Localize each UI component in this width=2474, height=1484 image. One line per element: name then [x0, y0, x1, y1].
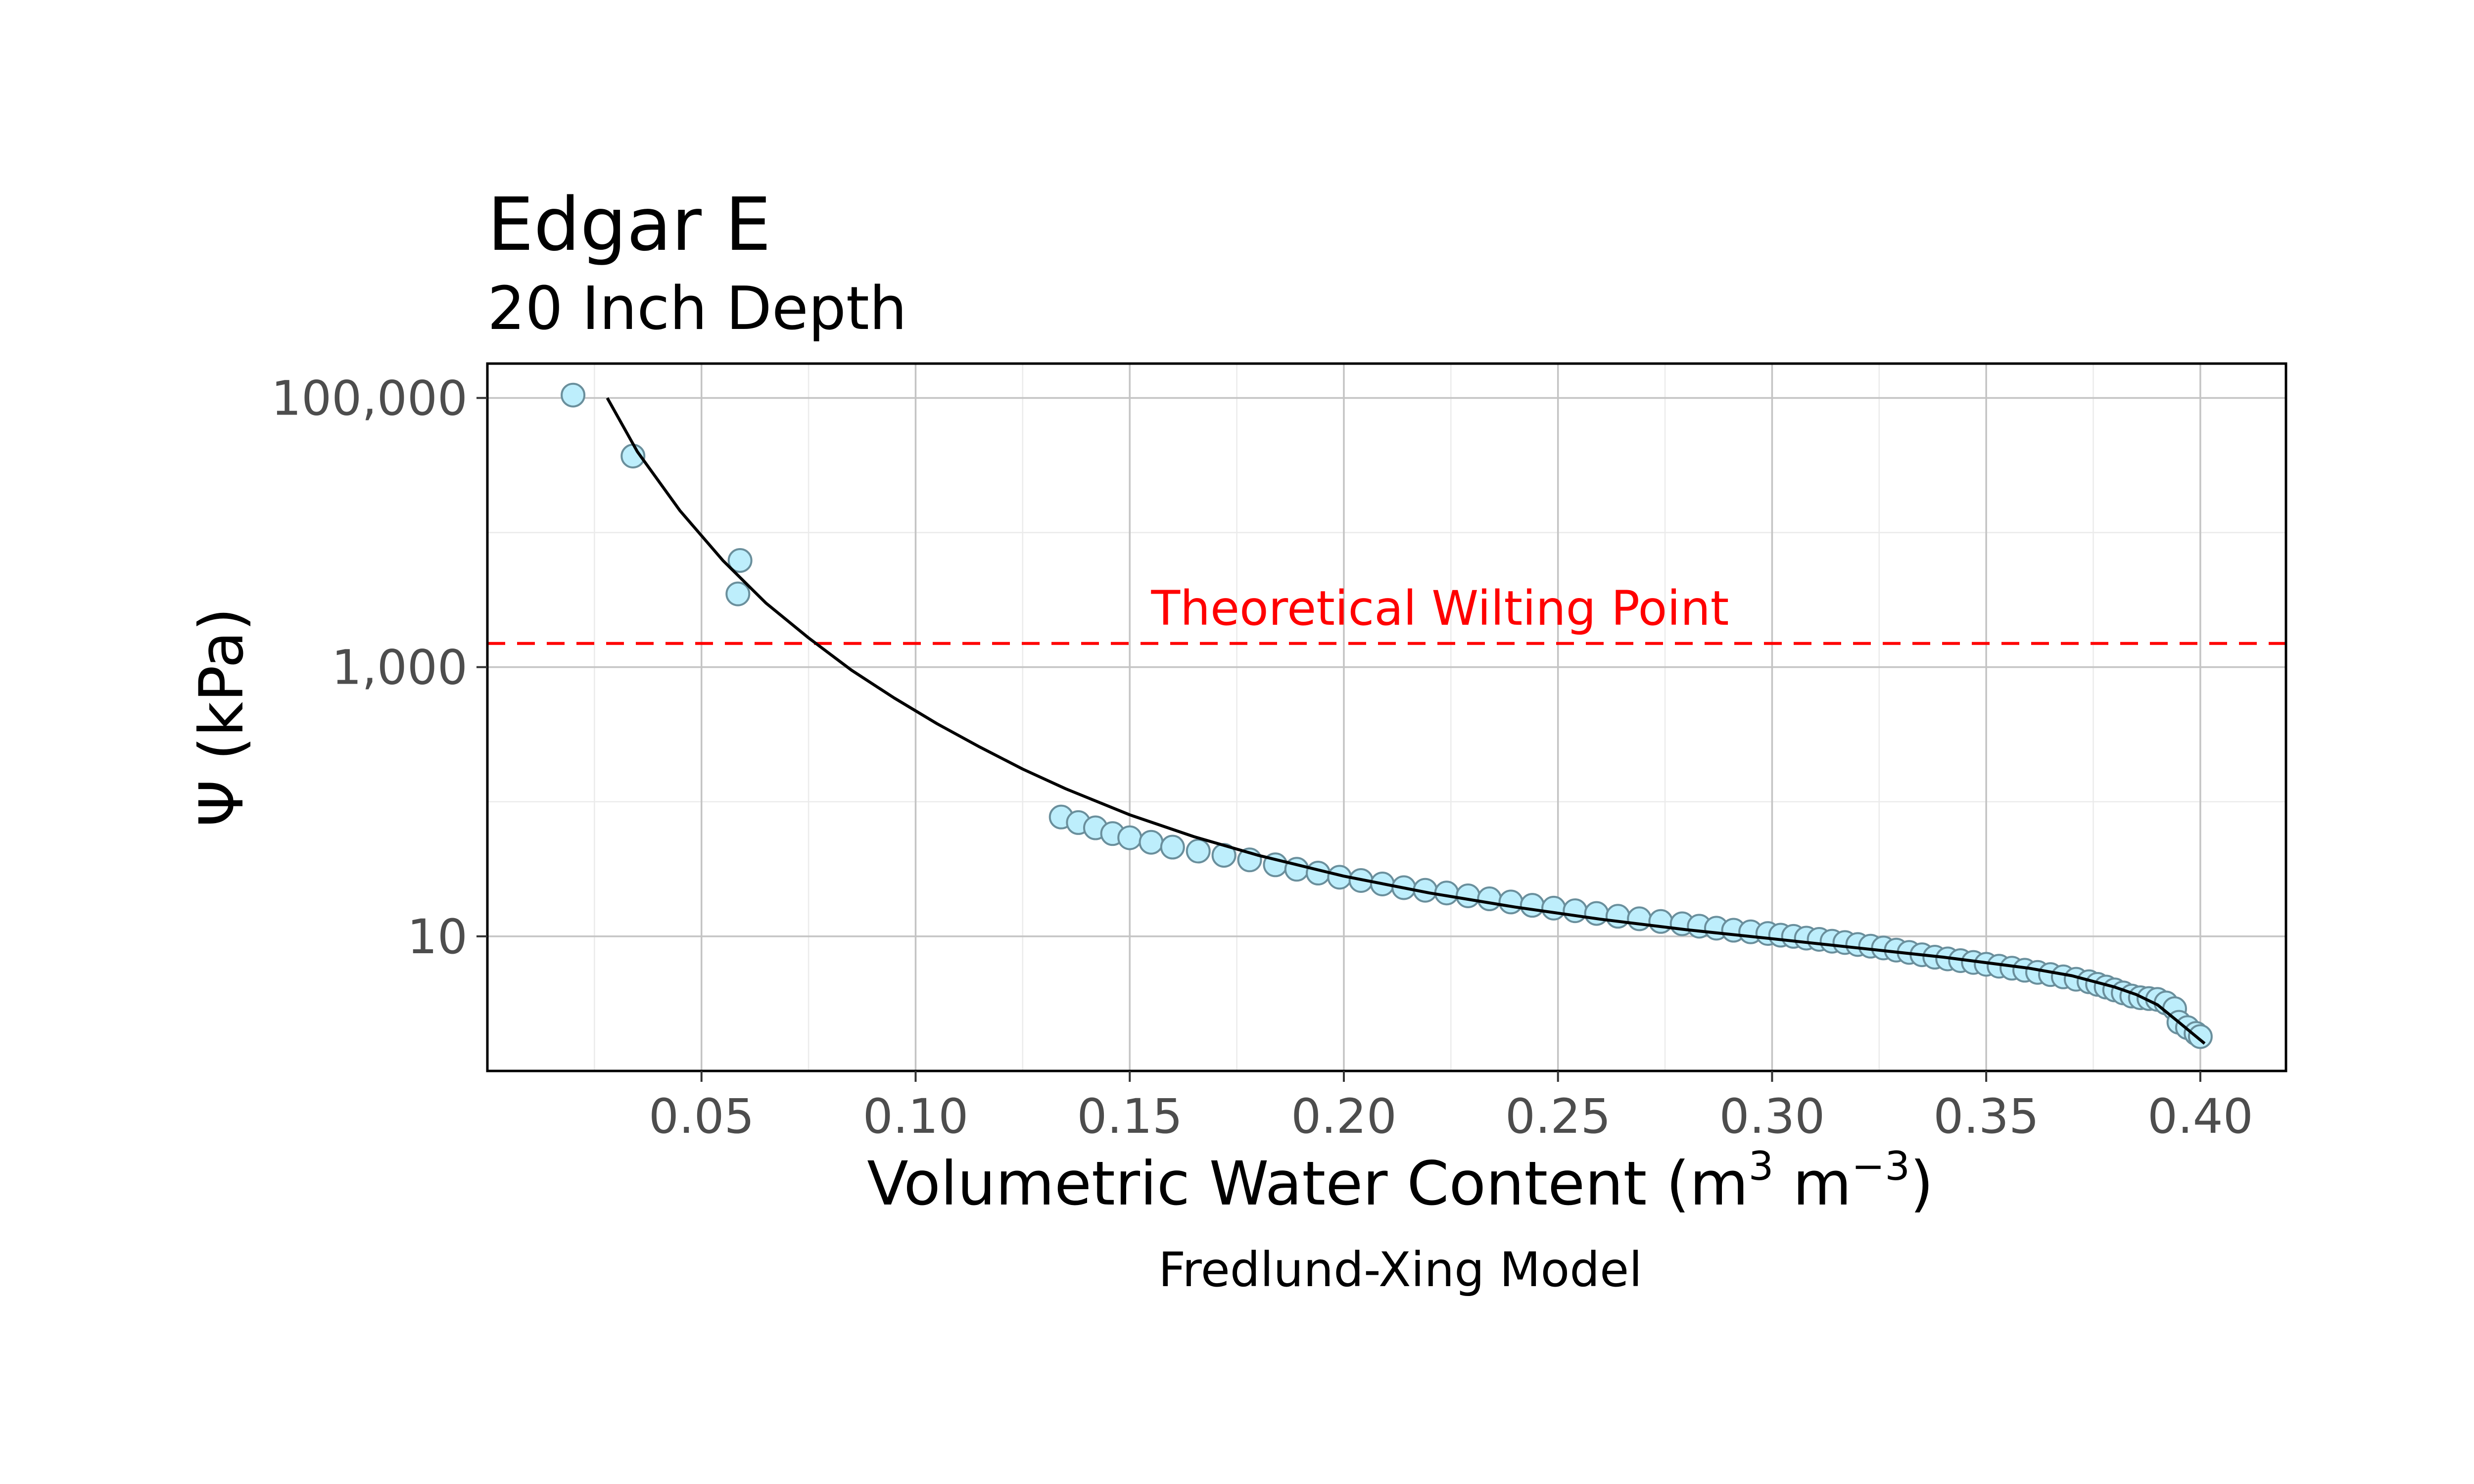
x-tick-label: 0.35	[1933, 1089, 2039, 1144]
data-point	[1498, 889, 1523, 915]
grid	[487, 364, 2286, 1071]
data-point	[1648, 909, 1673, 934]
data-point	[1584, 901, 1609, 926]
x-tick-label: 0.25	[1505, 1089, 1611, 1144]
y-tick-label: 1,000	[332, 640, 468, 696]
data-point	[1434, 881, 1459, 906]
data-point	[725, 581, 751, 606]
y-axis-title: Ψ (kPa)	[187, 607, 257, 827]
fit-curve	[606, 397, 2206, 1045]
fit-curve-layer	[606, 397, 2206, 1045]
x-tick-label: 0.05	[649, 1089, 755, 1144]
wilting-point-label: Theoretical Wilting Point	[1150, 581, 1729, 636]
data-point	[1541, 895, 1567, 921]
wilting-point-layer: Theoretical Wilting Point	[487, 581, 2286, 645]
data-point	[1186, 838, 1211, 864]
x-tick-label: 0.10	[863, 1089, 969, 1144]
data-point	[1563, 898, 1588, 924]
data-point	[1627, 906, 1652, 931]
data-point	[1520, 893, 1545, 918]
chart-subtitle: 20 Inch Depth	[487, 275, 907, 343]
y-axis-ticks: 10 1,000 100,000	[271, 371, 487, 965]
y-tick-label: 10	[407, 909, 468, 965]
data-point	[1605, 904, 1630, 929]
data-point	[727, 548, 753, 573]
x-axis-ticks: 0.05 0.10 0.15 0.20 0.25 0.30 0.35 0.40	[649, 1071, 2253, 1144]
data-point	[1117, 825, 1142, 850]
data-point	[1477, 886, 1502, 912]
x-tick-label: 0.15	[1077, 1089, 1183, 1144]
data-point	[2188, 1024, 2213, 1049]
data-point	[561, 382, 586, 408]
y-tick-label: 100,000	[271, 371, 468, 426]
chart-title: Edgar E	[487, 182, 771, 267]
panel-border	[486, 362, 2287, 1072]
x-tick-label: 0.20	[1291, 1089, 1397, 1144]
x-axis-title: Volumetric Water Content (m3 m−3)	[867, 1143, 1933, 1219]
data-point	[1139, 830, 1164, 855]
chart-caption: Fredlund-Xing Model	[1158, 1242, 1642, 1298]
data-point	[1160, 835, 1185, 860]
x-tick-label: 0.40	[2147, 1089, 2253, 1144]
data-point	[1455, 883, 1480, 908]
x-tick-label: 0.30	[1719, 1089, 1825, 1144]
